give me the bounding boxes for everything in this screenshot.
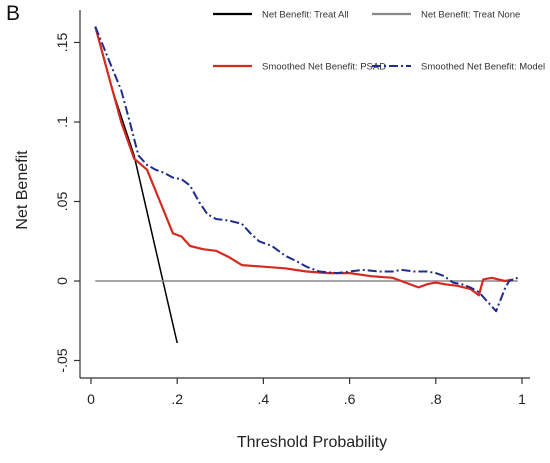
x-tick-label: .2 xyxy=(171,391,183,407)
y-tick-label: .15 xyxy=(54,33,70,53)
x-tick-label: 1 xyxy=(518,391,526,407)
axes-group: -.05 0 .05 .1 .15 0 .2 .4 .6 .8 1 xyxy=(54,10,530,407)
panel-label: B xyxy=(6,2,21,25)
series-lines xyxy=(94,26,519,344)
y-tick-label: .05 xyxy=(54,192,70,212)
y-axis-title: Net Benefit xyxy=(14,150,31,230)
y-tick-label: .1 xyxy=(54,116,70,128)
y-tick-label: 0 xyxy=(54,277,70,285)
legend-label: Smoothed Net Benefit: PSAD xyxy=(262,62,386,73)
x-tick-label: .8 xyxy=(430,391,442,407)
legend: Net Benefit: Treat All Net Benefit: Treat… xyxy=(213,10,545,73)
x-tick-label: 0 xyxy=(87,391,95,407)
legend-label: Net Benefit: Treat All xyxy=(262,10,349,21)
x-tick-label: .4 xyxy=(258,391,270,407)
legend-label: Smoothed Net Benefit: Model xyxy=(421,62,545,73)
x-tick-label: .6 xyxy=(344,391,356,407)
series-line-smoothed-net-benefit-model xyxy=(94,26,519,313)
series-line-smoothed-net-benefit-psad xyxy=(94,26,514,297)
legend-label: Net Benefit: Treat None xyxy=(421,10,520,21)
y-tick-label: -.05 xyxy=(54,348,70,372)
x-axis-title: Threshold Probability xyxy=(237,434,387,451)
